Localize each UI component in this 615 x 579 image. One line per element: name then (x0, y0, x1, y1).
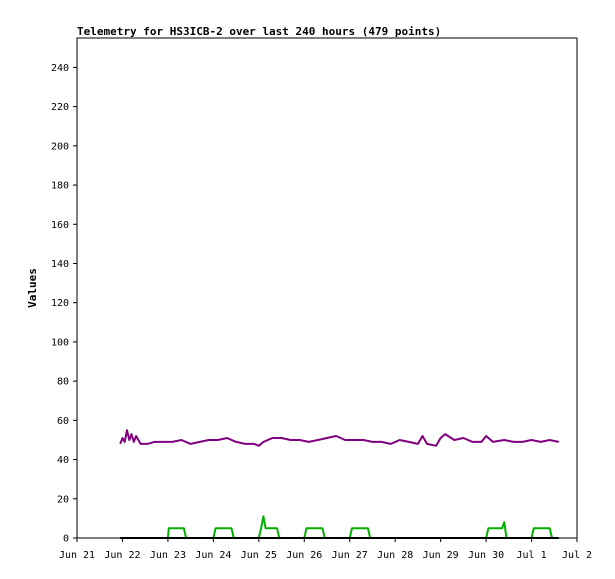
y-tick-label: 160 (51, 220, 69, 231)
y-tick-label: 220 (51, 102, 69, 113)
y-tick-label: 240 (51, 63, 69, 74)
x-tick-label: Jun 26 (286, 550, 322, 561)
series-layer (119, 429, 560, 539)
x-tick-label: Jun 21 (59, 550, 95, 561)
plot-frame (76, 37, 578, 539)
x-tick-label: Jun 30 (468, 550, 504, 561)
x-tick-label: Jun 29 (423, 550, 459, 561)
x-tick-label: Jun 23 (150, 550, 186, 561)
y-tick-label: 180 (51, 181, 69, 192)
x-tick-label: Jun 22 (104, 550, 140, 561)
chart-title: Telemetry for HS3ICB-2 over last 240 hou… (77, 25, 441, 38)
series-line-1 (163, 515, 553, 539)
x-axis: Jun 21 Jun 22 Jun 23 Jun 24 Jun 25 Jun 26 Jun … (59, 538, 592, 561)
x-tick-label: Jun 24 (195, 550, 231, 561)
y-tick-label: 20 (57, 494, 69, 505)
y-tick-label: 100 (51, 337, 69, 348)
y-tick-label: 120 (51, 298, 69, 309)
y-tick-label: 40 (57, 455, 69, 466)
x-tick-label: Jul 1 (516, 550, 546, 561)
y-tick-label: 80 (57, 377, 69, 388)
y-axis: 0 20 40 60 80 100 120 140 160 180 200 220 240 (51, 63, 77, 545)
y-tick-label: 200 (51, 141, 69, 152)
x-tick-label: Jun 25 (241, 550, 277, 561)
y-axis-label: Values (26, 268, 39, 308)
y-tick-label: 140 (51, 259, 69, 270)
x-tick-label: Jul 2 (562, 550, 592, 561)
x-tick-label: Jun 27 (332, 550, 368, 561)
x-tick-label: Jun 28 (377, 550, 413, 561)
y-tick-label: 60 (57, 416, 69, 427)
y-tick-label: 0 (63, 534, 69, 545)
series-line-0 (119, 429, 560, 447)
